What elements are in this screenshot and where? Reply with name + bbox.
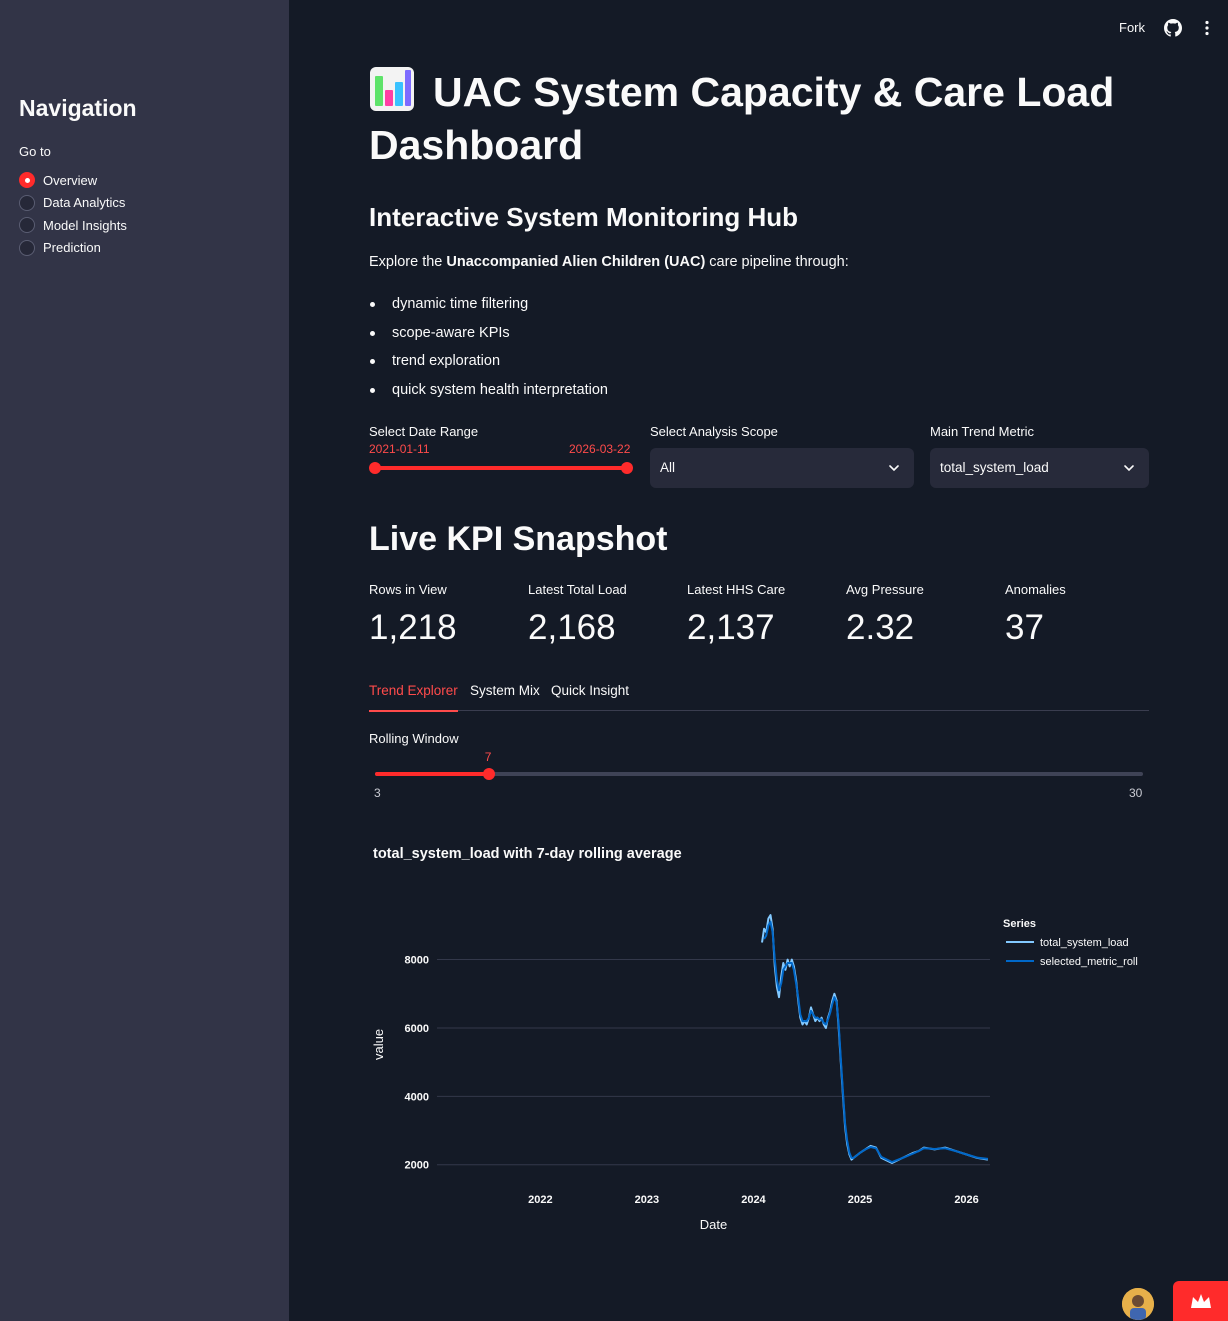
series-line-total-system-load: [761, 914, 989, 1164]
tab-quick-insight[interactable]: Quick Insight: [551, 683, 630, 698]
nav-item-prediction[interactable]: Prediction: [19, 237, 127, 260]
metric-select-value: total_system_load: [940, 460, 1049, 475]
scope-select[interactable]: All: [650, 448, 914, 488]
crown-icon: [1191, 1294, 1211, 1308]
series-line-selected-metric-roll: [763, 920, 989, 1163]
kpi-value: 37: [1005, 608, 1044, 647]
page-title: UAC System Capacity & Care Load Dashboar…: [369, 66, 1149, 172]
streamlit-badge[interactable]: [1173, 1281, 1228, 1321]
nav-item-data-analytics[interactable]: Data Analytics: [19, 192, 127, 215]
user-avatar-icon: [1122, 1288, 1154, 1320]
github-icon[interactable]: [1164, 19, 1182, 37]
y-tick-label: 2000: [405, 1160, 429, 1172]
x-tick-label: 2026: [954, 1194, 978, 1206]
date-range-track[interactable]: [375, 466, 627, 470]
nav-item-label: Model Insights: [43, 217, 127, 233]
chevron-down-icon: [889, 465, 899, 472]
y-tick-label: 6000: [405, 1023, 429, 1035]
kpi-label: Latest HHS Care: [687, 582, 786, 597]
sidebar: Navigation Go to Overview Data Analytics…: [0, 0, 289, 1321]
kpi-label: Latest Total Load: [528, 582, 627, 597]
kpi-value: 2,168: [528, 608, 616, 647]
kebab-menu-icon[interactable]: [1203, 20, 1211, 36]
scope-select-value: All: [660, 460, 676, 475]
toolbar: Fork: [1028, 0, 1228, 56]
tab-bar: Trend Explorer System Mix Quick Insight: [369, 681, 1149, 712]
rolling-window-track[interactable]: [375, 772, 1143, 776]
list-item: dynamic time filtering: [369, 294, 608, 323]
legend-item: total_system_load: [1040, 937, 1129, 949]
intro-prefix: Explore the: [369, 254, 447, 270]
chart-title: total_system_load with 7-day rolling ave…: [373, 846, 682, 862]
rolling-window-handle[interactable]: [482, 768, 495, 780]
y-tick-label: 4000: [405, 1091, 429, 1103]
kpi-value: 2.32: [846, 608, 915, 647]
kpi-latest-hhs-care: Latest HHS Care 2,137: [687, 582, 837, 648]
nav-item-model-insights[interactable]: Model Insights: [19, 214, 127, 237]
scope-label: Select Analysis Scope: [650, 424, 778, 439]
date-range-start-value: 2021-01-11: [369, 442, 430, 456]
rolling-window-min: 3: [374, 786, 381, 800]
legend-title: Series: [1003, 918, 1036, 930]
radio-selected-icon[interactable]: [19, 172, 35, 189]
kpi-latest-total-load: Latest Total Load 2,168: [528, 582, 678, 648]
kpi-label: Anomalies: [1005, 582, 1066, 597]
sidebar-title: Navigation: [19, 95, 137, 121]
metric-label: Main Trend Metric: [930, 424, 1035, 439]
chevron-down-icon: [1124, 465, 1134, 472]
feature-list: dynamic time filtering scope-aware KPIs …: [369, 294, 608, 409]
kpi-avg-pressure: Avg Pressure 2.32: [846, 582, 996, 648]
intro-text: Explore the Unaccompanied Alien Children…: [369, 254, 849, 270]
trend-line-chart: 2000 4000 6000 8000 2022 2023 2024 2025 2026 Date…: [371, 914, 1138, 1232]
kpi-value: 2,137: [687, 608, 775, 647]
nav-radio-group: Overview Data Analytics Model Insights P…: [19, 169, 127, 259]
x-tick-label: 2022: [528, 1194, 552, 1206]
bar-chart-emoji-icon: [370, 67, 414, 111]
nav-item-label: Prediction: [43, 240, 101, 256]
nav-item-label: Data Analytics: [43, 195, 126, 211]
fork-button[interactable]: Fork: [1119, 20, 1145, 35]
radio-unselected-icon[interactable]: [19, 194, 35, 211]
nav-item-label: Overview: [43, 172, 98, 188]
date-range-end-handle[interactable]: [621, 462, 633, 474]
tab-system-mix[interactable]: System Mix: [470, 683, 540, 698]
x-tick-label: 2024: [741, 1194, 766, 1206]
tab-trend-explorer[interactable]: Trend Explorer: [369, 681, 458, 712]
date-range-end-value: 2026-03-22: [569, 442, 631, 456]
kpi-rows-in-view: Rows in View 1,218: [369, 582, 519, 648]
y-axis-title: value: [371, 1029, 386, 1060]
intro-suffix: care pipeline through:: [705, 254, 849, 270]
list-item: quick system health interpretation: [369, 380, 608, 409]
nav-item-overview[interactable]: Overview: [19, 169, 127, 192]
kpi-heading: Live KPI Snapshot: [369, 520, 668, 558]
y-tick-label: 8000: [405, 955, 429, 967]
kpi-label: Avg Pressure: [846, 582, 924, 597]
date-range-start-handle[interactable]: [369, 462, 381, 474]
radio-unselected-icon[interactable]: [19, 239, 35, 256]
legend-item: selected_metric_roll: [1040, 956, 1138, 968]
section-subtitle: Interactive System Monitoring Hub: [369, 202, 799, 232]
x-tick-label: 2025: [848, 1194, 872, 1206]
kpi-label: Rows in View: [369, 582, 447, 597]
x-tick-label: 2023: [635, 1194, 659, 1206]
rolling-window-max: 30: [1129, 786, 1143, 800]
page-title-text: UAC System Capacity & Care Load Dashboar…: [369, 69, 1115, 168]
radio-unselected-icon[interactable]: [19, 217, 35, 234]
list-item: scope-aware KPIs: [369, 323, 608, 352]
kpi-value: 1,218: [369, 608, 457, 647]
metric-select[interactable]: total_system_load: [930, 448, 1149, 488]
kpi-anomalies: Anomalies 37: [1005, 582, 1155, 648]
rolling-window-label: Rolling Window: [369, 731, 459, 746]
rolling-window-value: 7: [484, 750, 492, 764]
list-item: trend exploration: [369, 351, 608, 380]
intro-bold: Unaccompanied Alien Children (UAC): [446, 254, 706, 270]
rolling-window-track-fill: [375, 772, 489, 776]
avatar[interactable]: [1122, 1288, 1154, 1320]
radio-group-label: Go to: [19, 144, 51, 159]
date-range-label: Select Date Range: [369, 424, 479, 439]
x-axis-title: Date: [700, 1217, 727, 1232]
